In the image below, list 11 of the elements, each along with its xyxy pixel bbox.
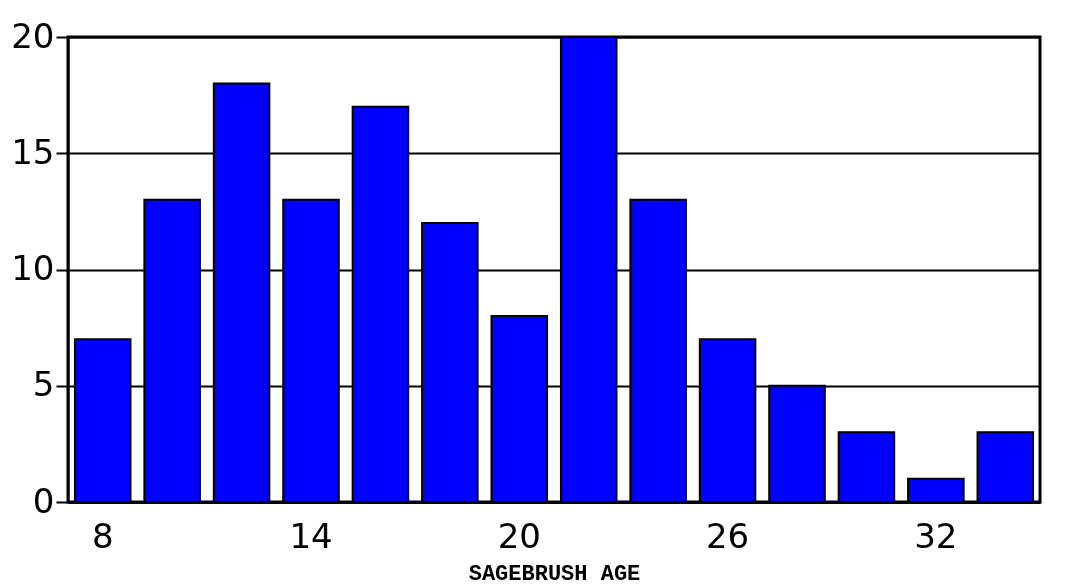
x-tick-label: 14 bbox=[289, 515, 333, 556]
y-tick-label: 10 bbox=[11, 248, 55, 288]
y-tick-label: 20 bbox=[11, 15, 55, 56]
y-tick-label: 0 bbox=[32, 480, 55, 521]
x-tick-label: 26 bbox=[705, 515, 750, 556]
x-axis-title: SAGEBRUSH AGE bbox=[468, 561, 641, 587]
x-tick-label: 32 bbox=[914, 515, 958, 556]
y-tick-label: 15 bbox=[11, 131, 55, 172]
x-tick-label: 8 bbox=[91, 515, 114, 556]
y-tick-label: 5 bbox=[32, 364, 55, 405]
x-tick-label: 20 bbox=[497, 515, 541, 556]
